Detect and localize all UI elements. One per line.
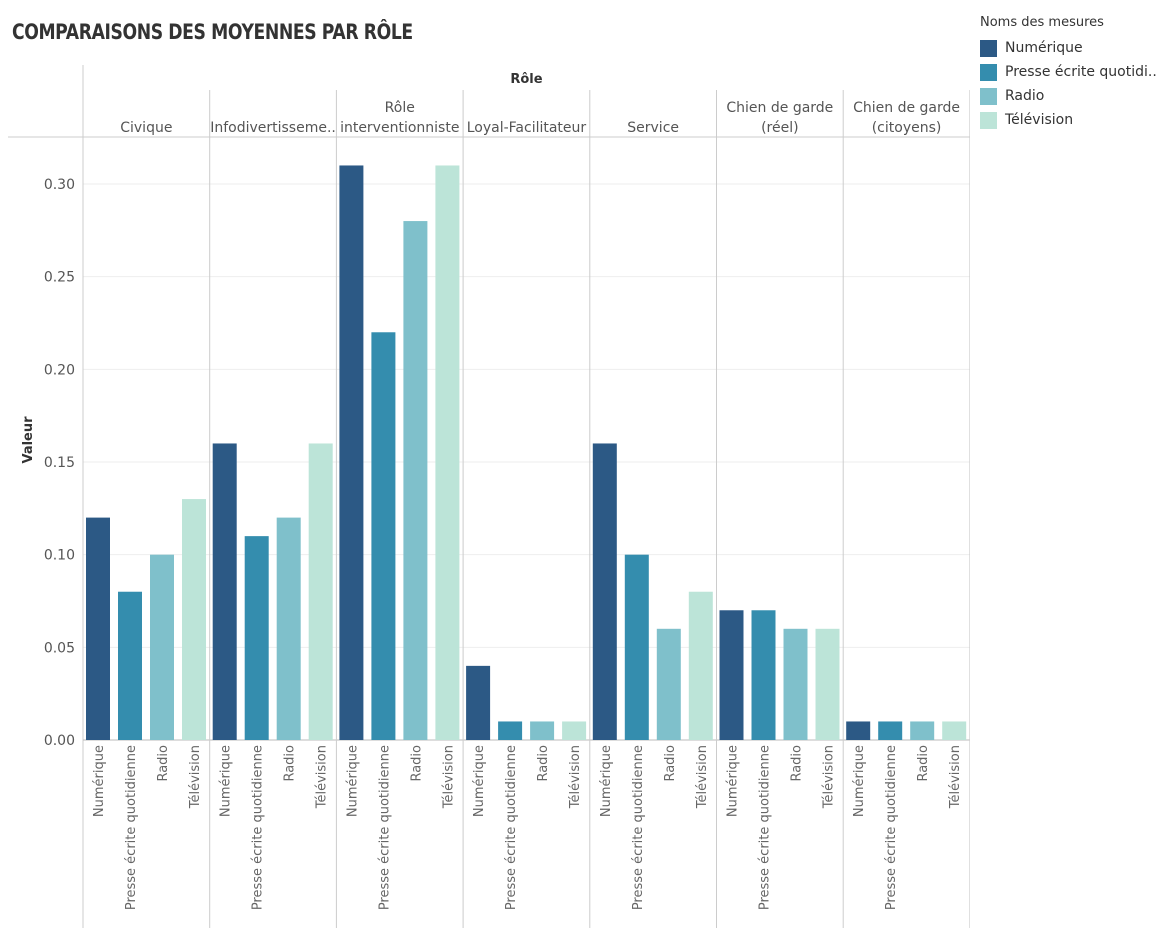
bar-numérique: [846, 721, 871, 740]
x-tick-label: Presse écrite quotidienne: [884, 745, 899, 910]
legend-label: Numérique: [1005, 40, 1083, 56]
bar-radio: [150, 554, 174, 740]
x-tick-label: Numérique: [852, 745, 867, 817]
x-tick-label: Radio: [916, 745, 931, 782]
legend-item[interactable]: Télévision: [980, 108, 1157, 132]
bar-presse-écrite-quotidienne: [118, 591, 142, 740]
bar-presse-écrite-quotidienne: [498, 721, 523, 740]
x-tick-label: Radio: [790, 745, 805, 782]
bar-presse-écrite-quotidienne: [371, 332, 396, 740]
y-tick-label: 0.05: [44, 640, 75, 656]
x-tick-label: Presse écrite quotidienne: [251, 745, 266, 910]
legend-swatch: [980, 39, 997, 57]
bar-télévision: [942, 721, 967, 740]
legend-item[interactable]: Radio: [980, 84, 1157, 108]
y-tick-label: 0.30: [44, 177, 75, 193]
x-tick-label: Numérique: [345, 745, 360, 817]
bar-radio: [276, 517, 301, 740]
panel-header: Rôle: [385, 100, 415, 116]
legend-item[interactable]: Presse écrite quotidi..: [980, 60, 1157, 84]
panel-header: Chien de garde: [726, 100, 833, 116]
bar-radio: [403, 221, 428, 741]
panel-header: Loyal-Facilitateur: [467, 120, 587, 136]
legend-label: Radio: [1005, 88, 1045, 104]
x-tick-label: Numérique: [599, 745, 614, 817]
bar-télévision: [308, 443, 333, 740]
bar-presse-écrite-quotidienne: [878, 721, 903, 740]
panel-header: interventionniste: [340, 120, 459, 136]
bar-radio: [656, 628, 681, 740]
legend-label: Télévision: [1005, 112, 1074, 128]
x-tick-label: Numérique: [472, 745, 487, 817]
bar-télévision: [435, 165, 460, 740]
x-tick-label: Télévision: [822, 745, 837, 809]
bar-presse-écrite-quotidienne: [624, 554, 649, 740]
x-tick-label: Radio: [156, 745, 171, 782]
bar-télévision: [688, 591, 713, 740]
legend-item[interactable]: Numérique: [980, 36, 1157, 60]
bar-numérique: [339, 165, 364, 740]
chart-title: COMPARAISONS DES MOYENNES PAR RÔLE: [12, 20, 413, 44]
chart-svg: 0.00 0.05 0.10 0.15 0.20 0.25 0.30 Valeur Rôle Ci…: [8, 65, 970, 928]
bar-télévision: [815, 628, 840, 740]
bar-télévision: [182, 499, 206, 740]
x-tick-label: Radio: [409, 745, 424, 782]
x-tick-label: Presse écrite quotidienne: [377, 745, 392, 910]
legend-swatch: [980, 87, 997, 105]
x-tick-label: Presse écrite quotidienne: [504, 745, 519, 910]
bar-numérique: [719, 610, 744, 740]
panel-header: (réel): [761, 120, 799, 136]
legend: Noms des mesures Numérique Presse écrite …: [980, 15, 1157, 132]
x-tick-label: Radio: [663, 745, 678, 782]
bar-télévision: [562, 721, 587, 740]
bar-presse-écrite-quotidienne: [751, 610, 776, 740]
y-tick-label: 0.15: [44, 455, 75, 471]
x-tick-label: Télévision: [948, 745, 963, 809]
bar-numérique: [466, 665, 491, 740]
bar-numérique: [86, 517, 110, 740]
x-tick-label: Télévision: [441, 745, 456, 809]
bar-numérique: [592, 443, 617, 740]
legend-title: Noms des mesures: [980, 15, 1104, 30]
column-header: Rôle: [510, 72, 542, 87]
y-tick-label: 0.10: [44, 548, 75, 564]
x-tick-label: Presse écrite quotidienne: [631, 745, 646, 910]
panel-header: Civique: [120, 120, 172, 136]
bar-numérique: [212, 443, 237, 740]
bar-radio: [530, 721, 555, 740]
legend-swatch: [980, 111, 997, 129]
legend-swatch: [980, 63, 997, 81]
bar-radio: [783, 628, 808, 740]
panel-header: Infodivertisseme..: [210, 120, 336, 136]
bar-radio: [910, 721, 935, 740]
y-axis-label: Valeur: [21, 416, 36, 464]
panel-header: Service: [627, 120, 679, 136]
x-tick-label: Radio: [283, 745, 298, 782]
x-tick-label: Télévision: [315, 745, 330, 809]
bar-presse-écrite-quotidienne: [244, 536, 269, 740]
x-tick-label: Télévision: [695, 745, 710, 809]
x-tick-label: Numérique: [219, 745, 234, 817]
x-tick-label: Télévision: [188, 745, 203, 809]
panel-header: (citoyens): [872, 120, 942, 136]
panel-header: Chien de garde: [853, 100, 960, 116]
x-tick-label: Radio: [536, 745, 551, 782]
x-tick-label: Numérique: [726, 745, 741, 817]
legend-label: Presse écrite quotidi..: [1005, 64, 1157, 80]
x-tick-label: Télévision: [568, 745, 583, 809]
x-tick-label: Presse écrite quotidienne: [124, 745, 139, 910]
x-tick-label: Numérique: [92, 745, 107, 817]
x-tick-label: Presse écrite quotidienne: [758, 745, 773, 910]
y-tick-label: 0.25: [44, 270, 75, 286]
y-tick-label: 0.00: [44, 733, 75, 749]
y-tick-label: 0.20: [44, 362, 75, 378]
